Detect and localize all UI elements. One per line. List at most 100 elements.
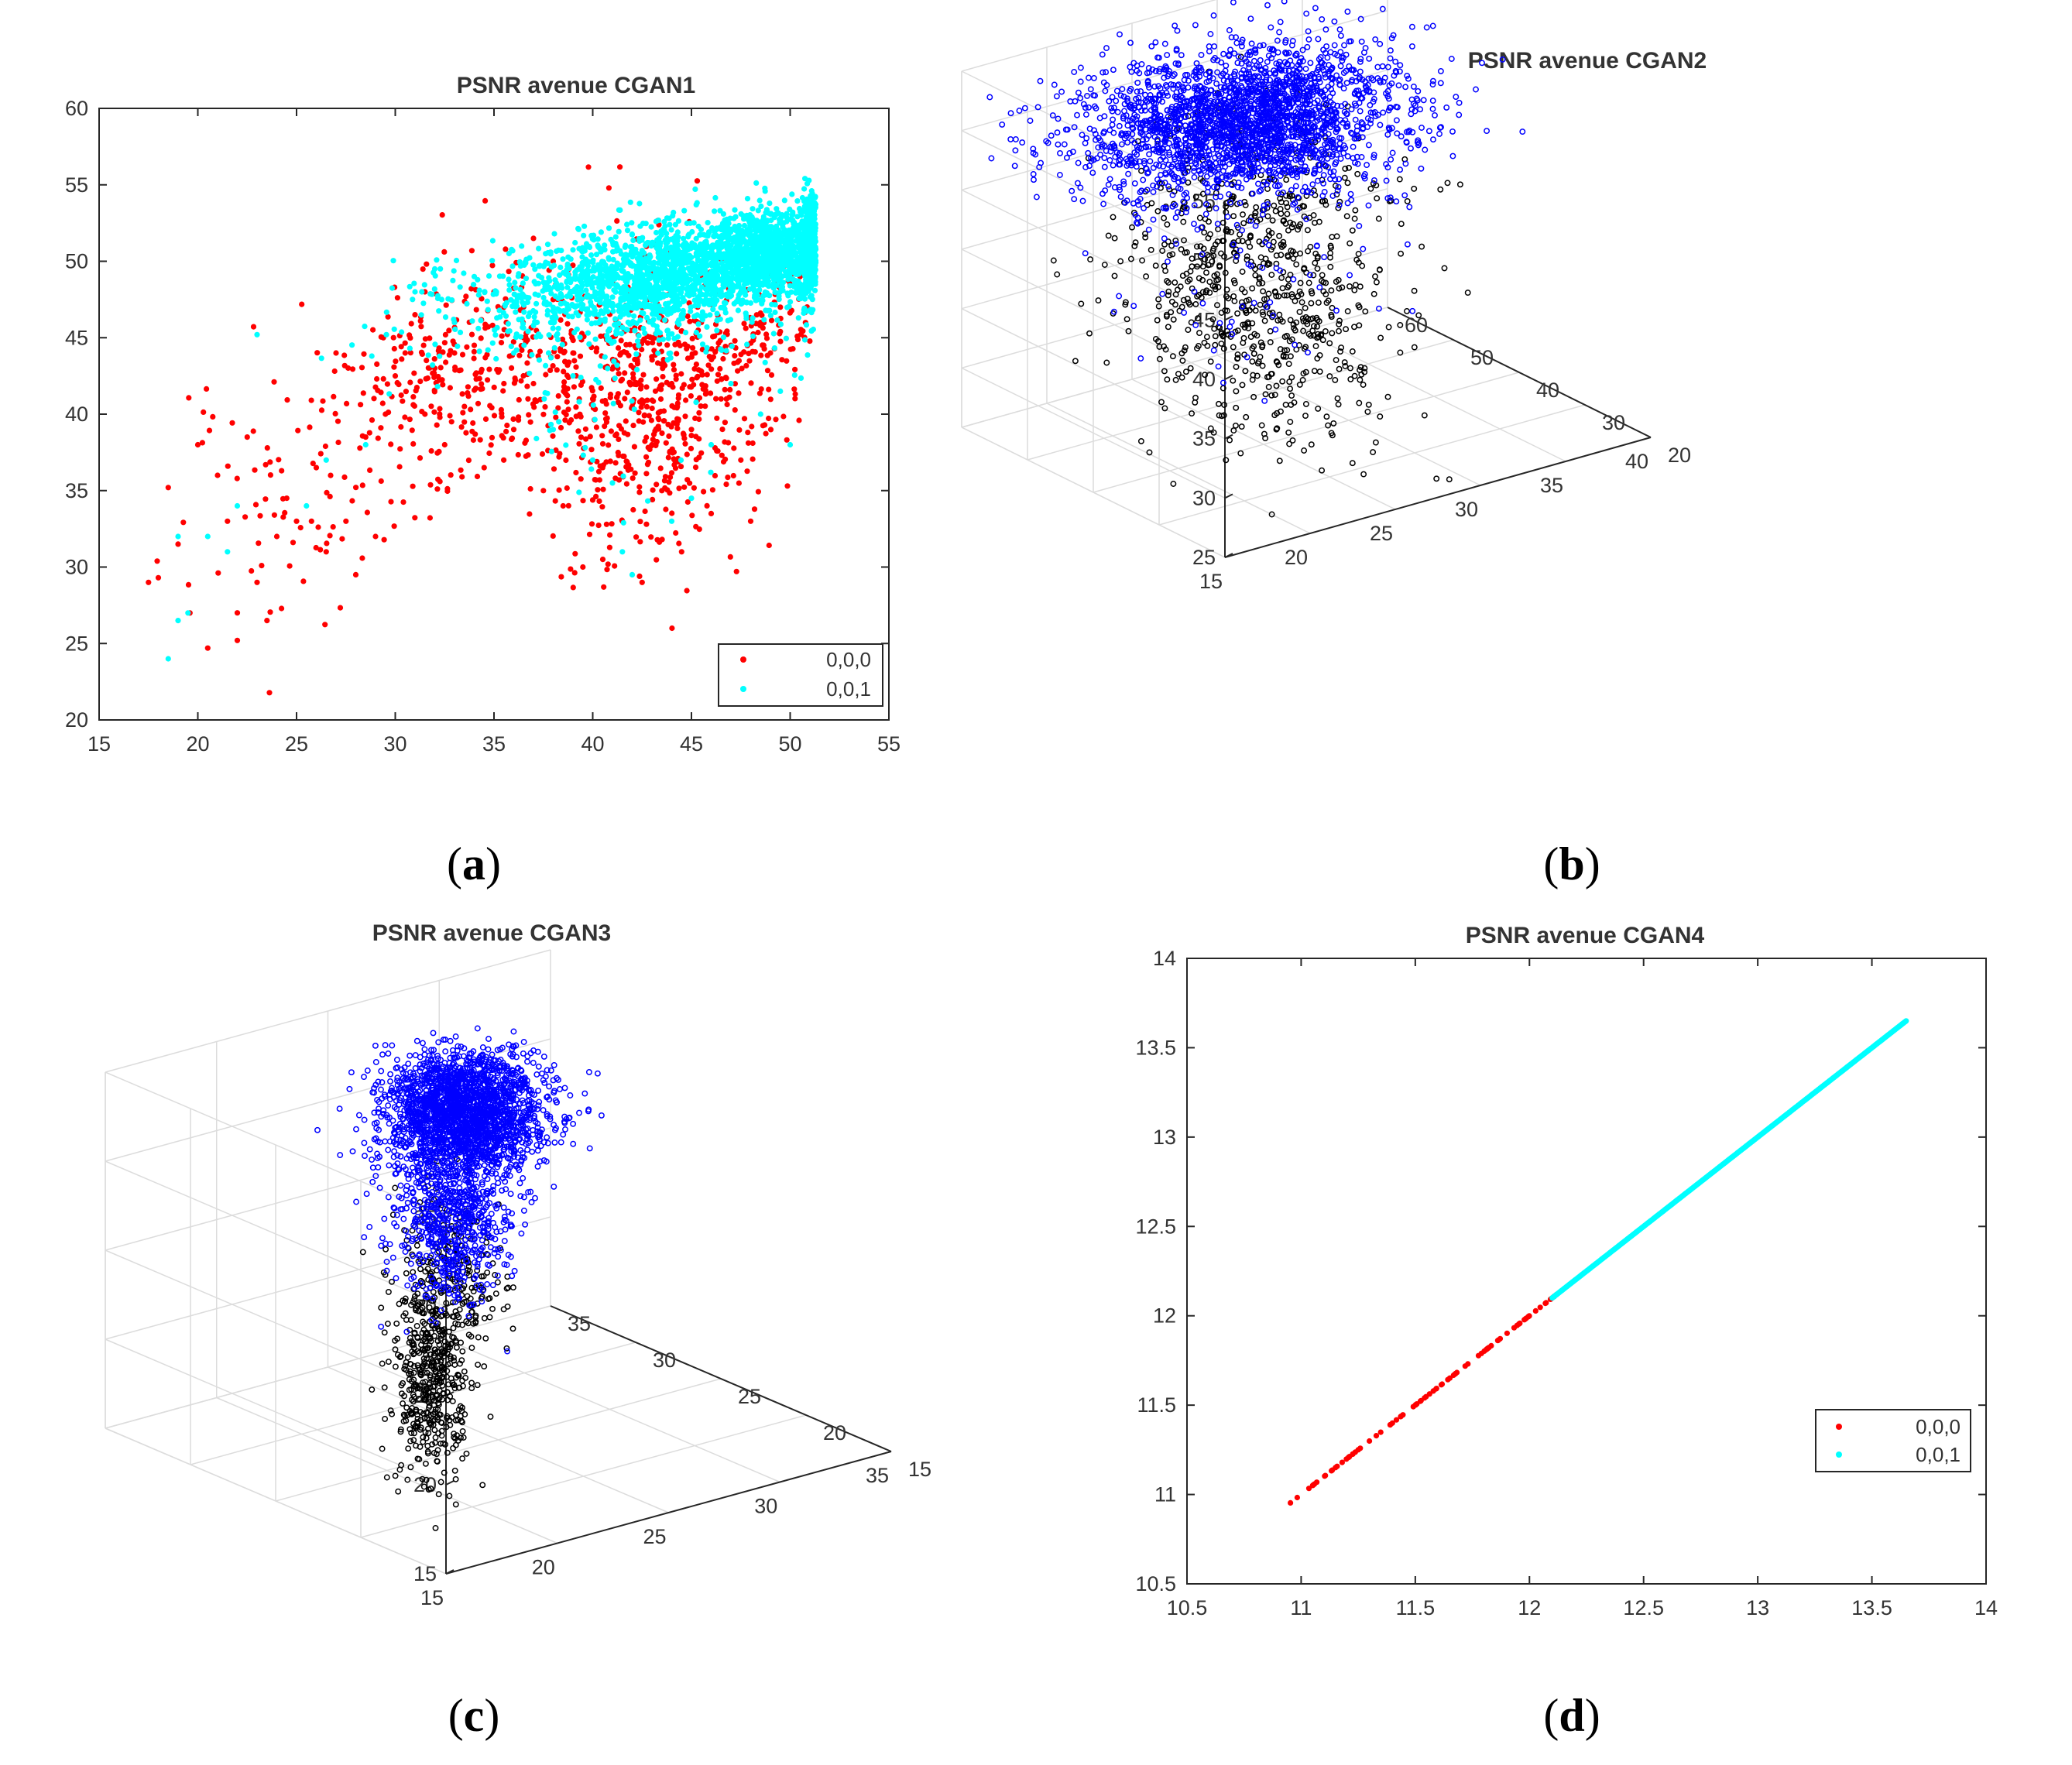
chart-b-point-s0-511 [1230, 344, 1237, 351]
chart-a-point-s0-444 [727, 386, 733, 392]
chart-a-point-s1-1734 [761, 317, 767, 323]
chart-a-point-s1-2530 [780, 287, 786, 293]
chart-a-point-s0-399 [525, 452, 531, 458]
chart-a-point-s0-764 [755, 488, 762, 495]
chart-b-gridline-33 [1302, 331, 1566, 462]
chart-a-point-s1-2756 [600, 310, 606, 317]
chart-a-legend-label-0: 0,0,0 [826, 648, 871, 671]
chart-a-point-s0-88 [349, 366, 356, 372]
chart-a-point-s0-694 [682, 413, 688, 420]
chart-a-point-s1-2651 [609, 294, 616, 300]
chart-a-point-s1-1498 [484, 298, 490, 304]
chart-a-point-s1-2910 [564, 279, 570, 286]
chart-a-point-s0-1087 [752, 349, 758, 355]
chart-a-ytick-label-8: 60 [65, 97, 88, 120]
chart-a-point-s0-758 [693, 523, 699, 530]
chart-a-point-s0-1098 [712, 333, 718, 339]
chart-a-point-s0-1027 [767, 396, 774, 403]
chart-b-gridline-3 [961, 247, 1388, 369]
chart-a-point-s0-188 [399, 356, 405, 362]
chart-a-point-s0-940 [573, 404, 579, 410]
chart-a-point-s1-2287 [716, 234, 723, 240]
chart-a-point-s0-1036 [792, 391, 798, 397]
chart-a-point-s0-650 [779, 357, 785, 363]
chart-a-point-s1-44 [616, 228, 622, 235]
chart-a-point-s1-2702 [701, 231, 707, 238]
chart-a-point-s1-2927 [636, 279, 643, 286]
chart-a-point-s1-2425 [767, 241, 774, 247]
chart-b-point-s0-268 [1370, 290, 1377, 297]
chart-a-point-s0-880 [708, 366, 715, 372]
chart-a-point-s0-470 [616, 477, 623, 483]
chart-a-point-s0-708 [698, 450, 705, 456]
chart-a-point-s0-633 [689, 335, 695, 341]
chart-a-point-s1-1203 [427, 291, 434, 297]
chart-a-point-s0-623 [565, 406, 571, 413]
chart-a-point-s1-3067 [668, 518, 675, 524]
chart-a-point-s1-3061 [550, 427, 557, 433]
chart-a-point-s1-16 [602, 242, 608, 248]
chart-a-point-s0-1144 [589, 396, 596, 402]
chart-a-point-s1-1198 [520, 300, 526, 306]
chart-a-point-s1-2891 [636, 333, 642, 339]
chart-a-point-s1-2841 [804, 263, 811, 269]
chart-a-point-s1-2936 [611, 338, 617, 344]
chart-a-xtick-label-2: 25 [285, 732, 308, 756]
chart-a-point-s1-2809 [771, 267, 777, 273]
chart-a-point-s0-411 [705, 362, 712, 368]
chart-a-point-s0-450 [719, 452, 725, 458]
chart-b-point-s0-241 [1261, 317, 1268, 324]
chart-a-point-s0-897 [731, 445, 737, 451]
chart-a-point-s0-812 [694, 178, 701, 184]
chart-a-point-s1-1685 [512, 279, 518, 286]
chart-a-point-s0-66 [364, 509, 370, 516]
chart-a-point-s0-114 [330, 524, 336, 530]
chart-a-point-s0-76 [550, 433, 556, 439]
chart-a-point-s0-731 [499, 413, 505, 420]
chart-a-point-s1-2421 [809, 199, 815, 205]
chart-b-point-s0-581 [1352, 207, 1359, 214]
chart-a-point-s0-123 [555, 405, 561, 411]
chart-a-point-s1-2198 [780, 279, 787, 286]
chart-a-point-s0-392 [463, 293, 469, 300]
chart-b-point-s0-44 [1444, 180, 1451, 187]
chart-a-point-s0-231 [491, 413, 498, 419]
chart-a-point-s0-549 [636, 484, 643, 490]
chart-a-point-s0-895 [562, 417, 568, 423]
chart-a-point-s1-2833 [674, 334, 681, 340]
chart-a-point-s0-567 [554, 367, 560, 373]
chart-a-point-s1-2925 [669, 308, 675, 314]
chart-a-point-s1-2695 [513, 285, 519, 291]
chart-a-point-s0-49 [282, 509, 288, 516]
chart-a-point-s0-658 [599, 398, 605, 404]
chart-a-point-s0-243 [344, 400, 350, 407]
chart-a-point-s1-2642 [725, 263, 731, 270]
chart-a-point-s1-2513 [475, 325, 482, 331]
chart-a-point-s1-2771 [650, 239, 656, 245]
chart-a-point-s1-1339 [532, 266, 538, 272]
chart-b-point-s0-204 [1351, 215, 1358, 222]
chart-b-xtick-label-4: 35 [1540, 474, 1563, 497]
chart-a-point-s0-973 [670, 450, 676, 456]
chart-a-point-s1-2917 [390, 258, 396, 264]
chart-a-point-s0-690 [678, 371, 684, 377]
chart-b-point-s0-567 [1290, 255, 1297, 262]
chart-a-point-s1-1005 [747, 286, 753, 292]
chart-a-point-s0-856 [675, 392, 682, 398]
chart-a-xtick-label-0: 15 [87, 732, 111, 756]
chart-b-point-s0-488 [1293, 261, 1300, 268]
chart-a-point-s0-553 [712, 349, 719, 355]
chart-a-point-s1-2701 [725, 293, 731, 300]
chart-a-point-s1-3024 [533, 435, 540, 442]
chart-a-point-s1-2733 [720, 334, 727, 341]
chart-a-point-s1-716 [434, 257, 440, 263]
chart-b-point-s0-547 [1372, 273, 1378, 280]
chart-a-point-s0-194 [366, 430, 372, 436]
chart-a-point-s1-1760 [704, 324, 710, 330]
chart-a-point-s1-2902 [731, 250, 737, 256]
chart-a-point-s0-882 [643, 471, 650, 477]
chart-a-point-s0-839 [637, 519, 643, 525]
chart-a-point-s1-2887 [678, 286, 684, 293]
chart-a-point-s1-2723 [722, 310, 729, 316]
chart-a-point-s1-531 [533, 300, 540, 307]
